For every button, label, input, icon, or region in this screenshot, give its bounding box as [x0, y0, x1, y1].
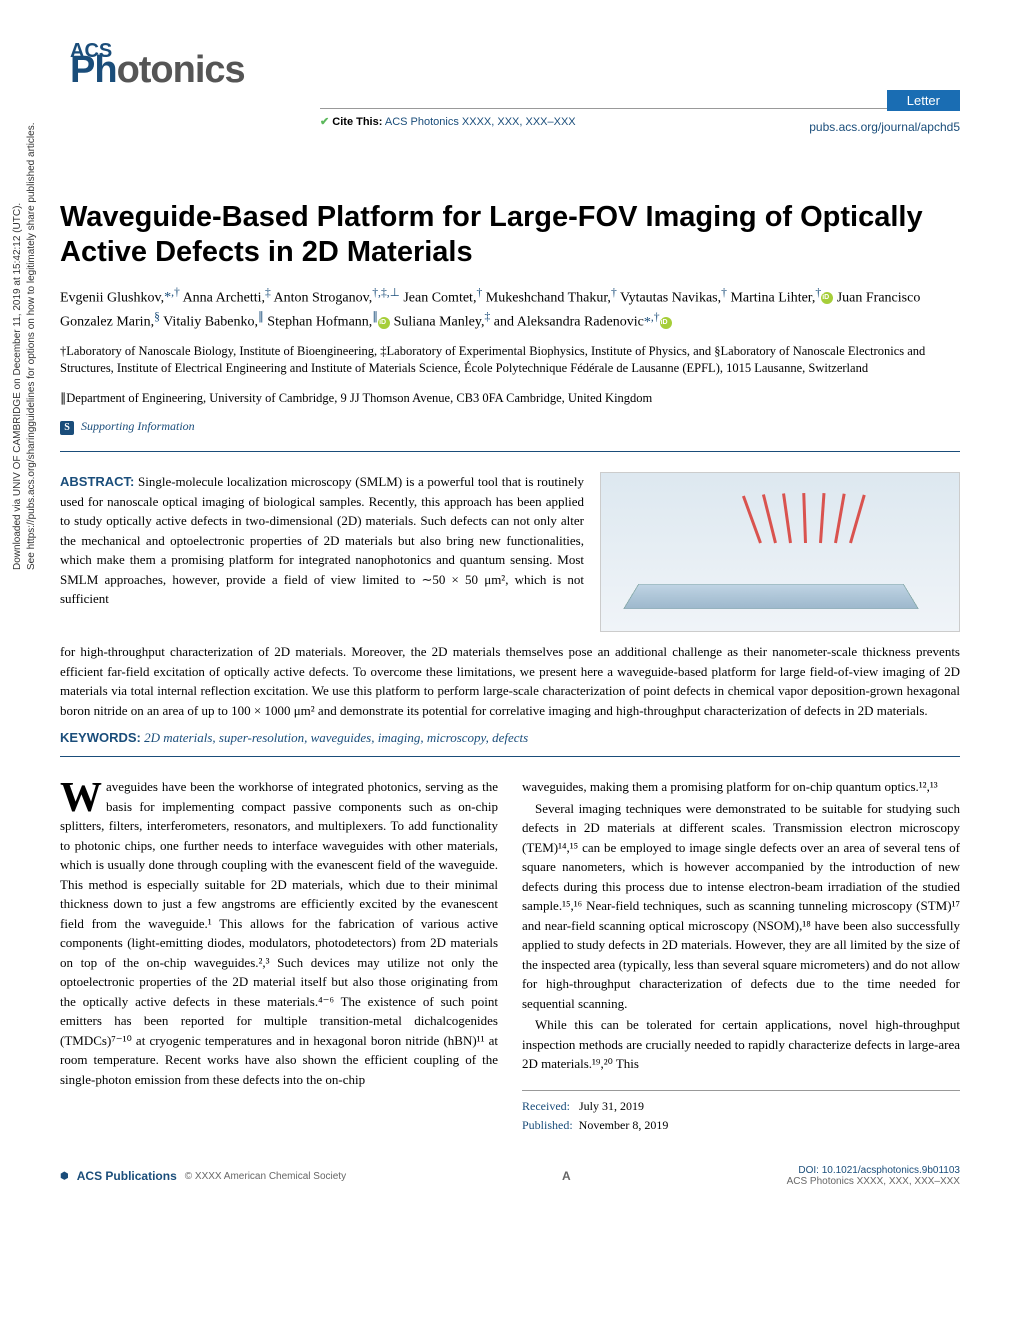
logo-otonics: otonics: [117, 49, 245, 91]
checkmark-icon: ✔: [320, 116, 329, 128]
article-title: Waveguide-Based Platform for Large-FOV I…: [60, 200, 960, 270]
acs-publications-logo: ACS Publications: [77, 1169, 177, 1183]
footer-right: DOI: 10.1021/acsphotonics.9b01103 ACS Ph…: [787, 1165, 960, 1187]
journal-url-link[interactable]: pubs.acs.org/journal/apchd5: [809, 120, 960, 134]
acs-hex-icon: ⬢: [60, 1171, 69, 1182]
journal-logo: ACS Photonics: [70, 40, 245, 92]
keywords-label: KEYWORDS:: [60, 730, 141, 745]
orcid-icon[interactable]: [821, 292, 833, 304]
header-rule: [320, 108, 960, 109]
separator-bottom: [60, 756, 960, 757]
toc-graphic: [600, 472, 960, 632]
affiliations-2: ∥Department of Engineering, University o…: [60, 390, 960, 408]
body-column-left: Waveguides have been the workhorse of in…: [60, 777, 498, 1135]
page-footer: ⬢ ACS Publications © XXXX American Chemi…: [0, 1155, 1020, 1197]
author-list: Evgenii Glushkov,*,† Anna Archetti,‡ Ant…: [60, 284, 960, 333]
chip-platform-graphic: [623, 585, 919, 610]
copyright-text: © XXXX American Chemical Society: [185, 1171, 346, 1182]
footer-left: ⬢ ACS Publications © XXXX American Chemi…: [60, 1169, 346, 1183]
abstract-body-left: Single-molecule localization microscopy …: [60, 474, 584, 606]
emission-lines-graphic: [759, 493, 899, 553]
footer-citation: ACS Photonics XXXX, XXX, XXX–XXX: [787, 1176, 960, 1187]
s-badge-icon: S: [60, 421, 74, 435]
article-type-badge: Letter: [887, 90, 960, 111]
journal-header: ACS Photonics ✔ Cite This: ACS Photonics…: [0, 20, 1020, 180]
keywords-text: 2D materials, super-resolution, waveguid…: [144, 730, 528, 745]
abstract-container: ABSTRACT: Single-molecule localization m…: [60, 472, 960, 632]
abstract-left-text: ABSTRACT: Single-molecule localization m…: [60, 472, 584, 632]
published-label: Published:: [522, 1118, 573, 1132]
separator-top: [60, 451, 960, 452]
col1-p1: aveguides have been the workhorse of int…: [60, 779, 498, 1087]
cite-label: Cite This:: [332, 116, 382, 128]
page-number: A: [562, 1169, 571, 1183]
abstract-label: ABSTRACT:: [60, 474, 134, 489]
keywords-line: KEYWORDS: 2D materials, super-resolution…: [60, 730, 960, 746]
affiliations-1: †Laboratory of Nanoscale Biology, Instit…: [60, 343, 960, 378]
col2-p3: While this can be tolerated for certain …: [522, 1015, 960, 1074]
article-content: Waveguide-Based Platform for Large-FOV I…: [0, 180, 1020, 1155]
dropcap-w: W: [60, 777, 106, 815]
col2-p2: Several imaging techniques were demonstr…: [522, 799, 960, 1014]
received-date: July 31, 2019: [579, 1099, 644, 1113]
orcid-icon[interactable]: [660, 317, 672, 329]
col2-p1: waveguides, making them a promising plat…: [522, 777, 960, 797]
published-date: November 8, 2019: [579, 1118, 669, 1132]
received-box: Received: July 31, 2019 Published: Novem…: [522, 1090, 960, 1135]
received-label: Received:: [522, 1099, 570, 1113]
supporting-info-text: Supporting Information: [81, 419, 195, 433]
body-columns: Waveguides have been the workhorse of in…: [60, 777, 960, 1135]
doi-link[interactable]: DOI: 10.1021/acsphotonics.9b01103: [787, 1165, 960, 1176]
cite-text[interactable]: ACS Photonics XXXX, XXX, XXX–XXX: [385, 116, 576, 128]
supporting-info-link[interactable]: S Supporting Information: [60, 419, 960, 435]
orcid-icon[interactable]: [378, 317, 390, 329]
body-column-right: waveguides, making them a promising plat…: [522, 777, 960, 1135]
abstract-body-full: for high-throughput characterization of …: [60, 642, 960, 720]
cite-this-line: ✔ Cite This: ACS Photonics XXXX, XXX, XX…: [320, 115, 576, 128]
logo-p: Ph: [70, 49, 117, 91]
